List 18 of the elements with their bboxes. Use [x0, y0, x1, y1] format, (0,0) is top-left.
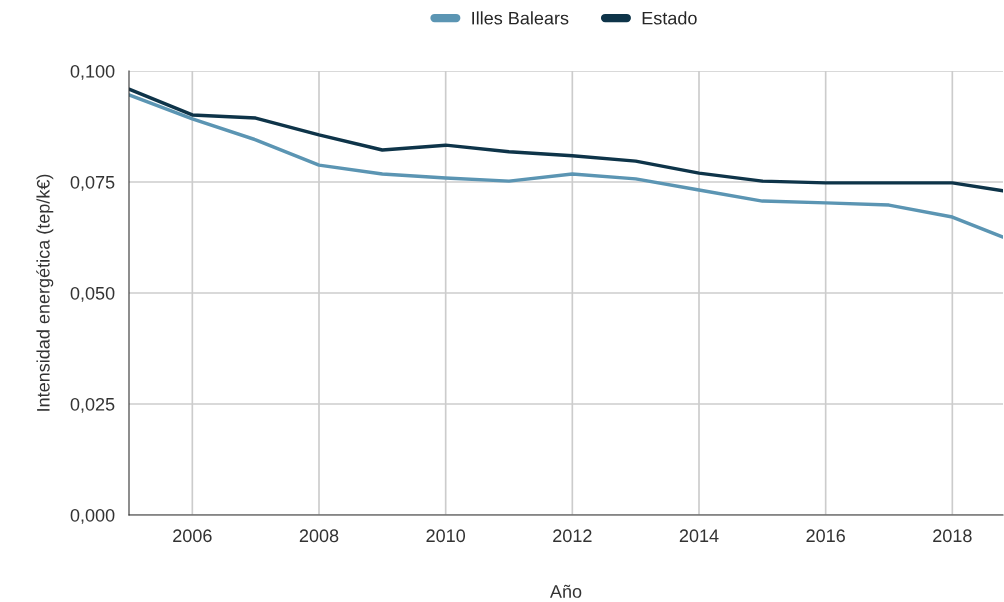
x-tick-label: 2008 — [299, 529, 339, 543]
x-tick-label: 2014 — [679, 529, 719, 543]
x-tick-label: 2012 — [553, 529, 592, 543]
x-axis-title: Año — [549, 584, 582, 598]
line-series — [129, 93, 1003, 239]
y-tick-label: 0,075 — [70, 175, 115, 191]
y-tick-label: 0,100 — [70, 64, 115, 80]
x-tick-label: 2006 — [173, 529, 212, 543]
x-tick-label: 2018 — [933, 529, 972, 543]
x-tick-label: 2016 — [806, 529, 845, 543]
y-tick-label: 0,050 — [70, 286, 115, 302]
legend-label: Estado — [642, 11, 697, 25]
x-tick-label: 2010 — [426, 529, 466, 543]
y-tick-label: 0,000 — [70, 508, 115, 524]
y-axis-title: Intensidad energética (tep/k€) — [36, 174, 54, 411]
legend-label: Illes Balears — [472, 11, 569, 25]
line-series — [129, 87, 1003, 193]
y-tick-label: 0,025 — [70, 397, 115, 413]
